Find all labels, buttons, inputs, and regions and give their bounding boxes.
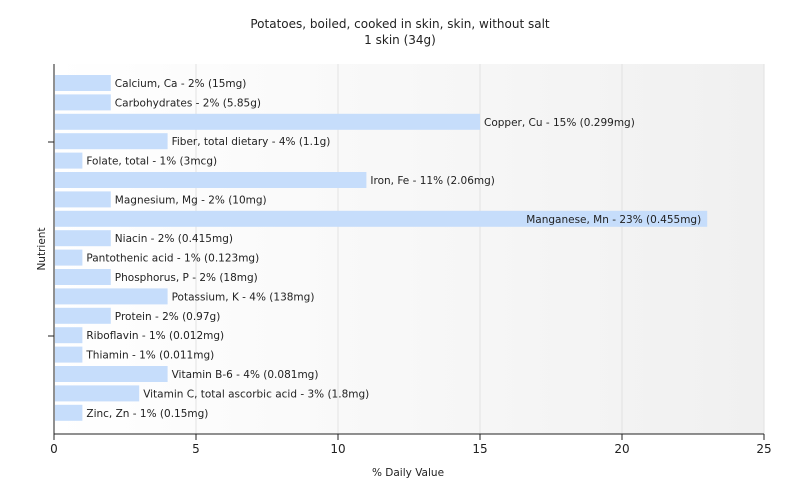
bar-7 — [55, 210, 708, 227]
bar-15 — [55, 366, 168, 382]
bar-label-6: Magnesium, Mg - 2% (10mg) — [115, 194, 267, 206]
bars-group — [55, 75, 708, 421]
x-ticks-group: 0 5 10 15 20 25 — [50, 434, 772, 456]
bar-label-2: Copper, Cu - 15% (0.299mg) — [484, 117, 635, 129]
bar-label-7: Manganese, Mn - 23% (0.455mg) — [526, 214, 701, 226]
bar-label-15: Vitamin B-6 - 4% (0.081mg) — [172, 369, 319, 381]
bar-label-11: Potassium, K - 4% (138mg) — [172, 291, 315, 303]
bar-label-14: Thiamin - 1% (0.011mg) — [85, 350, 214, 362]
axes-group — [48, 64, 764, 435]
x-tick-label-4: 20 — [614, 442, 629, 456]
x-tick-label-1: 5 — [192, 442, 200, 456]
bar-12 — [55, 307, 111, 324]
bar-label-16: Vitamin C, total ascorbic acid - 3% (1.8… — [143, 388, 369, 400]
bar-label-17: Zinc, Zn - 1% (0.15mg) — [86, 408, 208, 420]
bar-13 — [55, 327, 83, 344]
bar-3 — [55, 133, 168, 150]
bar-4 — [55, 152, 83, 169]
bar-label-10: Phosphorus, P - 2% (18mg) — [115, 272, 258, 284]
bar-6 — [55, 191, 111, 208]
bar-8 — [55, 230, 111, 247]
x-axis-title: % Daily Value — [372, 467, 444, 479]
x-tick-label-3: 15 — [472, 442, 487, 456]
chart-title: Potatoes, boiled, cooked in skin, skin, … — [250, 17, 550, 31]
bar-label-8: Niacin - 2% (0.415mg) — [115, 233, 233, 245]
x-tick-label-2: 10 — [330, 442, 345, 456]
bar-17 — [55, 404, 83, 421]
bar-1 — [55, 94, 111, 111]
bar-labels-group: Calcium, Ca - 2% (15mg) Carbohydrates - 2… — [85, 78, 701, 420]
bar-9 — [55, 249, 83, 266]
bar-label-12: Protein - 2% (0.97g) — [115, 311, 221, 323]
bar-2 — [55, 113, 480, 130]
bar-label-5: Iron, Fe - 11% (2.06mg) — [370, 175, 494, 187]
chart-subtitle: 1 skin (34g) — [364, 33, 436, 47]
x-tick-label-5: 25 — [756, 442, 771, 456]
bar-14 — [55, 346, 83, 363]
bar-10 — [55, 269, 111, 285]
bar-label-1: Carbohydrates - 2% (5.85g) — [115, 97, 261, 109]
bar-label-0: Calcium, Ca - 2% (15mg) — [115, 78, 247, 90]
x-tick-label-0: 0 — [50, 442, 58, 456]
bar-label-3: Fiber, total dietary - 4% (1.1g) — [172, 136, 331, 148]
bar-16 — [55, 385, 140, 402]
bar-label-9: Pantothenic acid - 1% (0.123mg) — [86, 253, 259, 265]
bar-0 — [55, 75, 111, 91]
y-axis-title: Nutrient — [36, 227, 48, 270]
bar-label-4: Folate, total - 1% (3mcg) — [86, 156, 217, 168]
bar-label-13: Riboflavin - 1% (0.012mg) — [86, 330, 224, 342]
bar-5 — [55, 172, 367, 188]
bar-11 — [55, 288, 168, 305]
